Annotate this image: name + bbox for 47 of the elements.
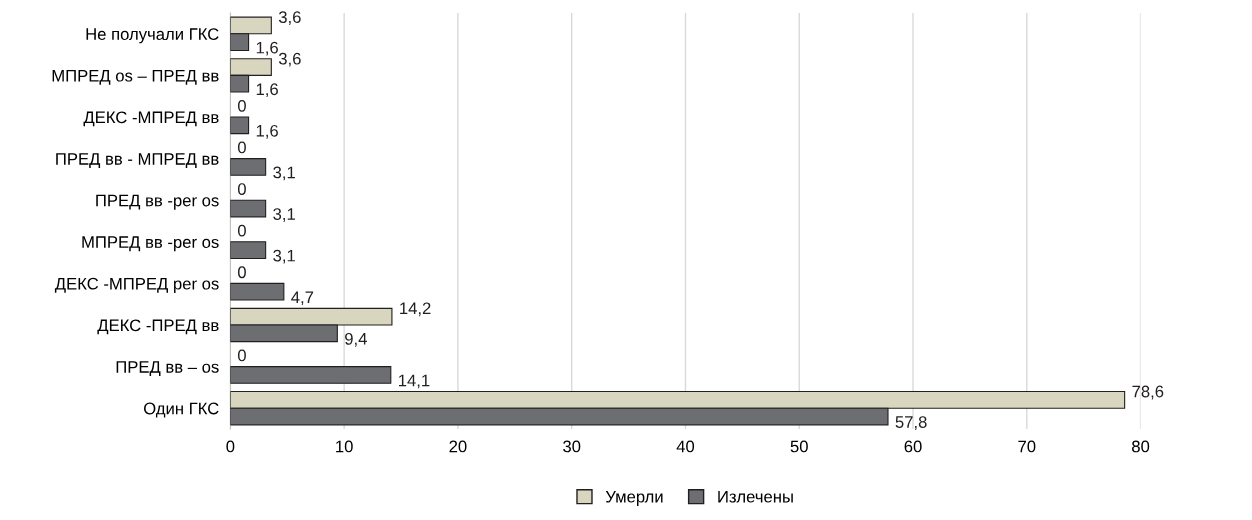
y-tick-label: Один ГКС bbox=[144, 402, 219, 418]
y-tick-label: ПРЕД вв - МПРЕД вв bbox=[56, 153, 219, 168]
bar bbox=[230, 158, 267, 176]
data-label: 0 bbox=[237, 183, 246, 195]
data-label: 0 bbox=[237, 349, 246, 362]
y-tick-label: ДЕКС -МПРЕД вв bbox=[83, 111, 219, 127]
x-tick-label: 20 bbox=[449, 440, 467, 453]
data-label: 3,6 bbox=[278, 52, 301, 67]
legend-label: Излечены bbox=[718, 490, 793, 503]
data-label: 1,6 bbox=[256, 41, 278, 56]
x-tick-label: 10 bbox=[336, 440, 353, 453]
data-label: 0 bbox=[237, 224, 246, 237]
y-tick-label: ПРЕД вв -per os bbox=[96, 194, 219, 210]
x-tick-label: 30 bbox=[563, 440, 581, 453]
x-tick-label: 50 bbox=[790, 440, 808, 453]
y-tick-label: ПРЕД вв – os bbox=[116, 361, 219, 376]
y-tick-label: ДЕКС -ПРЕД вв bbox=[97, 319, 219, 335]
data-label: 1,6 bbox=[256, 83, 278, 98]
y-tick-label: ДЕКС -МПРЕД per os bbox=[54, 277, 219, 293]
data-label: 0 bbox=[237, 266, 246, 279]
data-label: 9,4 bbox=[345, 332, 367, 347]
x-tick-label: 80 bbox=[1132, 440, 1150, 453]
y-tick-label: МПРЕД вв -per os bbox=[82, 236, 219, 252]
data-label: 78,6 bbox=[1132, 385, 1164, 400]
bar bbox=[230, 366, 392, 384]
data-label: 4,7 bbox=[291, 291, 314, 306]
data-label: 3,1 bbox=[273, 208, 295, 222]
legend-label: Умерли bbox=[605, 490, 663, 506]
bar bbox=[230, 241, 267, 259]
data-label: 3,1 bbox=[273, 249, 295, 264]
x-tick-label: 0 bbox=[226, 440, 235, 453]
bar bbox=[230, 282, 285, 301]
bar bbox=[230, 116, 250, 135]
bar bbox=[230, 199, 267, 218]
data-label: 3,6 bbox=[278, 11, 301, 25]
data-label: 1,6 bbox=[256, 124, 278, 139]
y-tick-label: Не получали ГКС bbox=[86, 28, 219, 44]
data-label: 0 bbox=[237, 141, 246, 154]
x-tick-label: 40 bbox=[676, 440, 695, 453]
data-label: 57,8 bbox=[895, 416, 927, 430]
x-tick-label: 70 bbox=[1018, 440, 1036, 453]
data-label: 14,2 bbox=[400, 302, 431, 317]
y-tick-label: МПРЕД os – ПРЕД вв bbox=[52, 69, 219, 85]
x-tick-label: 60 bbox=[904, 440, 922, 453]
data-label: 3,1 bbox=[273, 166, 295, 181]
data-label: 0 bbox=[237, 99, 246, 112]
data-label: 14,1 bbox=[399, 374, 430, 389]
